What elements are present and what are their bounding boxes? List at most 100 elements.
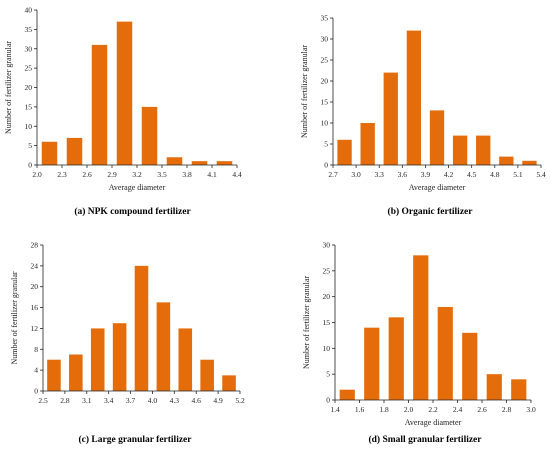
- x-tick-label-b-1: 3.0: [351, 170, 361, 179]
- y-tick-label-b-0: 0: [324, 161, 328, 170]
- x-tick-label-b-7: 4.8: [490, 170, 500, 179]
- x-tick-label-a-1: 2.3: [57, 170, 67, 179]
- x-tick-label-b-2: 3.3: [375, 170, 385, 179]
- bar-a-6: [191, 161, 208, 166]
- bar-a-7: [216, 161, 233, 166]
- x-tick-label-a-5: 3.5: [157, 170, 167, 179]
- bar-b-6: [476, 135, 491, 165]
- x-tick-label-d-1: 1.6: [355, 405, 365, 414]
- bar-b-7: [499, 156, 514, 165]
- x-tick-label-a-4: 3.2: [132, 170, 142, 179]
- bar-c-6: [178, 328, 193, 391]
- x-tick-label-a-8: 4.4: [232, 170, 242, 179]
- y-tick-label-c-6: 24: [31, 261, 39, 270]
- x-tick-label-b-6: 4.5: [467, 170, 477, 179]
- bar-c-5: [156, 302, 171, 391]
- y-tick-label-b-7: 35: [321, 14, 329, 23]
- x-tick-label-b-0: 2.7: [328, 170, 338, 179]
- chart-caption-d: (d) Small granular fertilizer: [368, 435, 482, 445]
- y-tick-label-a-6: 30: [25, 44, 33, 53]
- x-tick-label-c-9: 5.2: [235, 396, 245, 405]
- y-tick-label-d-6: 30: [323, 241, 331, 250]
- x-tick-label-d-6: 2.6: [477, 405, 487, 414]
- bar-c-1: [69, 354, 83, 391]
- y-axis-title-c: Number of fertilizer granular: [10, 271, 19, 364]
- bar-a-0: [41, 141, 58, 165]
- x-tick-label-b-5: 4.2: [444, 170, 454, 179]
- bar-d-2: [388, 317, 404, 400]
- bar-b-4: [429, 110, 445, 165]
- x-tick-label-b-4: 3.9: [421, 170, 431, 179]
- x-tick-label-c-1: 2.8: [60, 396, 70, 405]
- chart-panel-c: 0 4 8 12 16 20 24 28 2.5 2.8 3.1 3.4 3.7 4.0 4.3 4.6 4.9…: [0, 235, 275, 420]
- x-tick-label-a-0: 2.0: [32, 170, 42, 179]
- y-tick-label-c-3: 12: [31, 324, 39, 333]
- bar-b-3: [406, 30, 422, 165]
- x-tick-label-c-2: 3.1: [82, 396, 92, 405]
- bar-c-4: [134, 265, 149, 391]
- y-tick-label-d-1: 5: [326, 370, 330, 379]
- y-tick-label-b-4: 20: [321, 77, 329, 86]
- bar-d-5: [462, 332, 478, 400]
- x-tick-label-b-9: 5.4: [536, 170, 546, 179]
- y-tick-label-a-0: 0: [28, 161, 32, 170]
- y-tick-label-d-4: 20: [323, 292, 331, 301]
- y-tick-label-d-0: 0: [326, 396, 330, 405]
- x-tick-label-c-4: 3.7: [126, 396, 136, 405]
- y-tick-label-a-8: 40: [25, 6, 33, 15]
- y-tick-label-a-2: 10: [25, 122, 33, 131]
- y-tick-label-b-6: 30: [321, 35, 329, 44]
- x-tick-label-a-6: 3.8: [182, 170, 192, 179]
- y-axis-title-d: Number of fertilizer granular: [302, 276, 311, 369]
- chart-panel-a: 0 5 10 15 20 25 30 35 40 2.0 2.3 2.6 2.9 3.2 3.5 3.8 4.1…: [0, 0, 275, 200]
- chart-svg-b: 0 5 10 15 20 25 30 35 2.7 3.0 3.3 3.6 3.9 4.2 4.5 4.8 5.…: [300, 14, 546, 193]
- x-tick-label-d-0: 1.4: [330, 405, 340, 414]
- x-tick-label-c-0: 2.5: [38, 396, 48, 405]
- x-tick-label-a-2: 2.6: [82, 170, 92, 179]
- y-axis-title-b: Number of fertilizer granular: [300, 45, 309, 138]
- y-tick-label-a-3: 15: [25, 102, 33, 111]
- x-tick-label-d-4: 2.2: [428, 405, 438, 414]
- bar-b-5: [452, 135, 468, 165]
- bar-b-1: [360, 123, 375, 165]
- bar-a-4: [141, 106, 158, 166]
- x-axis-title-d: Average diameter: [405, 418, 462, 427]
- x-tick-label-d-8: 3.0: [526, 405, 536, 414]
- y-tick-label-a-7: 35: [25, 25, 33, 34]
- bar-a-3: [116, 21, 133, 166]
- x-tick-label-a-3: 2.9: [107, 170, 117, 179]
- chart-caption-c: (c) Large granular fertilizer: [78, 435, 192, 445]
- bar-a-5: [166, 157, 183, 165]
- x-tick-label-d-7: 2.8: [502, 405, 512, 414]
- x-tick-label-b-8: 5.1: [513, 170, 523, 179]
- chart-caption-a: (a) NPK compound fertilizer: [74, 207, 191, 217]
- bar-c-2: [90, 328, 105, 391]
- x-axis-title-b: Average diameter: [409, 183, 466, 192]
- y-tick-label-a-4: 20: [25, 83, 33, 92]
- bar-d-7: [511, 379, 527, 400]
- x-tick-label-b-3: 3.6: [398, 170, 408, 179]
- y-tick-label-a-5: 25: [25, 64, 33, 73]
- bar-b-2: [383, 72, 398, 165]
- bar-b-0: [337, 139, 352, 165]
- y-tick-label-b-1: 5: [324, 140, 328, 149]
- y-tick-label-b-5: 25: [321, 56, 329, 65]
- chart-svg-a: 0 5 10 15 20 25 30 35 40 2.0 2.3 2.6 2.9 3.2 3.5 3.8 4.1…: [4, 6, 242, 193]
- chart-svg-d: 0 5 10 15 20 25 30 1.4 1.6 1.8 2.0 2.2 2.4 2.6 2.8 3.0 A…: [302, 241, 536, 428]
- x-tick-label-d-3: 2.0: [404, 405, 414, 414]
- y-tick-label-c-1: 4: [34, 366, 38, 375]
- chart-svg-c: 0 4 8 12 16 20 24 28 2.5 2.8 3.1 3.4 3.7 4.0 4.3 4.6 4.9…: [10, 241, 245, 406]
- y-tick-label-c-4: 16: [31, 303, 39, 312]
- bar-a-2: [91, 44, 108, 166]
- y-tick-label-c-0: 0: [34, 387, 38, 396]
- bar-c-8: [222, 375, 236, 391]
- chart-caption-b: (b) Organic fertilizer: [387, 207, 473, 217]
- bar-d-0: [339, 389, 355, 400]
- y-tick-label-d-2: 10: [323, 344, 331, 353]
- y-tick-label-c-5: 20: [31, 282, 39, 291]
- bar-d-3: [413, 255, 429, 400]
- y-tick-label-d-5: 25: [323, 266, 331, 275]
- y-tick-label-b-2: 10: [321, 119, 329, 128]
- bar-d-1: [364, 327, 380, 400]
- y-tick-label-c-2: 8: [34, 345, 38, 354]
